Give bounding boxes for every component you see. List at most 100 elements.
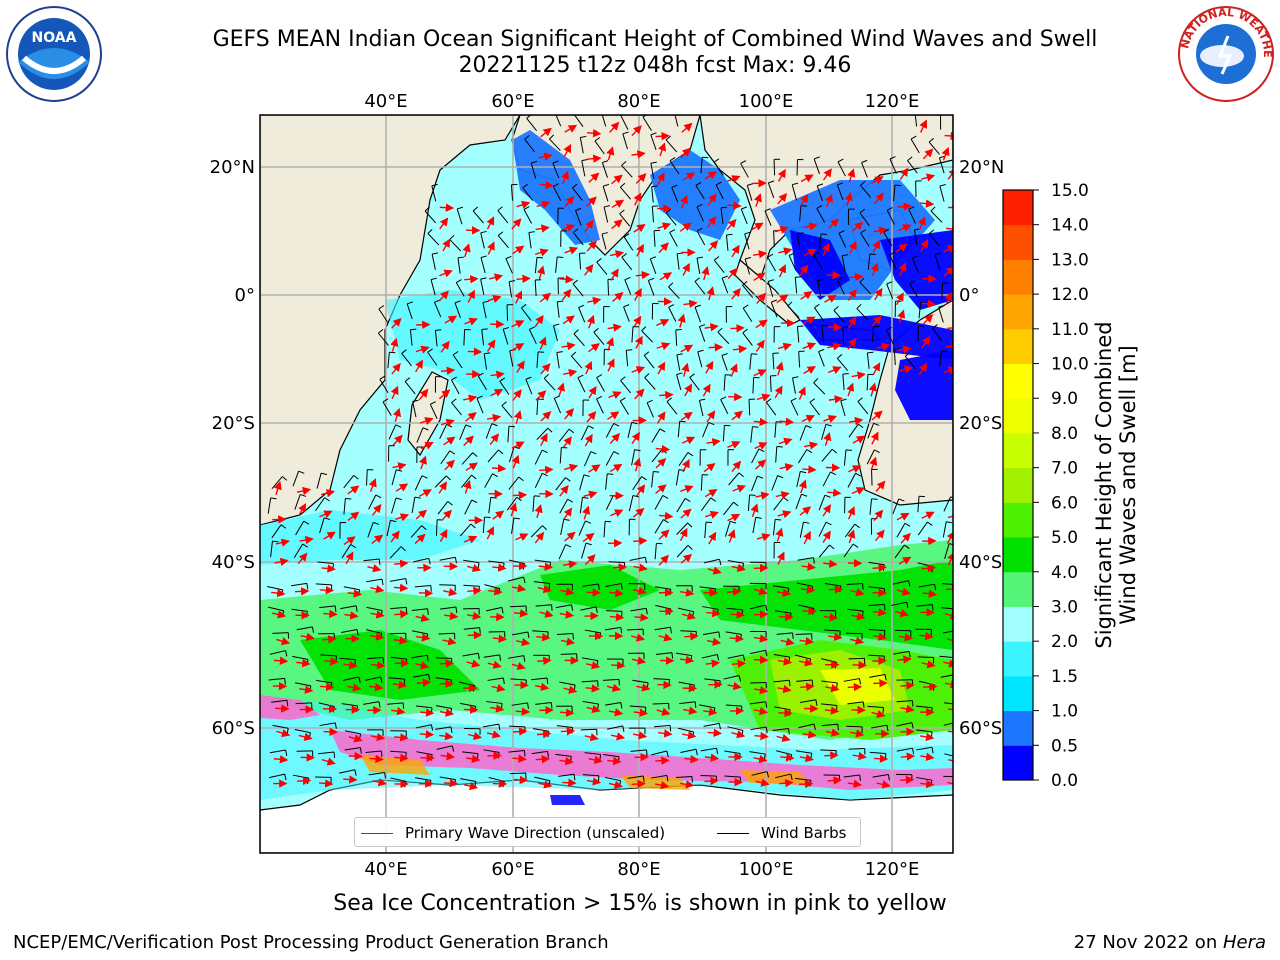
wind-barb bbox=[871, 724, 888, 729]
wave-arrow bbox=[898, 224, 912, 232]
wind-barb bbox=[889, 158, 897, 174]
wind-barb bbox=[848, 423, 859, 438]
wave-arrow bbox=[656, 707, 671, 716]
wave-arrow bbox=[708, 343, 724, 352]
wind-barb-flag bbox=[634, 449, 641, 452]
wave-arrow bbox=[754, 442, 768, 450]
wind-barb bbox=[508, 446, 515, 463]
colorbar-tick-label: 3.0 bbox=[1051, 597, 1078, 617]
wave-arrow bbox=[511, 441, 525, 450]
wind-barb-flag bbox=[833, 306, 839, 311]
wind-barb bbox=[910, 138, 920, 154]
wind-barb bbox=[824, 629, 841, 632]
wave-arrow bbox=[944, 680, 953, 689]
wave-arrow bbox=[920, 239, 929, 252]
wave-arrow bbox=[682, 458, 690, 473]
wind-barb bbox=[860, 185, 872, 198]
wind-barb bbox=[409, 329, 413, 346]
wind-barb-flag bbox=[671, 184, 678, 188]
wave-arrow bbox=[539, 432, 548, 447]
wave-arrow bbox=[847, 779, 863, 789]
wind-barb bbox=[665, 212, 677, 226]
wind-barb bbox=[843, 774, 860, 778]
wind-barb-flag bbox=[454, 300, 461, 304]
wind-barb bbox=[534, 449, 543, 465]
wave-arrow bbox=[825, 684, 840, 693]
wind-barb-flag bbox=[738, 675, 742, 682]
wave-arrow bbox=[487, 660, 502, 669]
wave-arrow bbox=[778, 264, 786, 278]
wave-arrow bbox=[658, 242, 669, 254]
wind-barb bbox=[581, 680, 598, 683]
wind-barb-flag bbox=[350, 543, 357, 549]
wave-arrow bbox=[440, 366, 456, 375]
wave-arrow bbox=[584, 360, 593, 375]
wind-barb-flag bbox=[803, 521, 810, 524]
wave-arrow bbox=[631, 779, 646, 789]
wind-barb bbox=[619, 186, 632, 200]
wave-arrow bbox=[492, 563, 507, 572]
wind-barb bbox=[893, 650, 910, 655]
wind-barb-flag bbox=[581, 158, 588, 162]
colorbar-segment bbox=[1003, 224, 1033, 260]
wind-barb bbox=[721, 277, 729, 294]
wind-barb-flag bbox=[509, 280, 516, 283]
wind-barb-flag bbox=[650, 132, 657, 136]
wave-arrow bbox=[750, 503, 759, 518]
wind-barb-flag bbox=[602, 160, 609, 164]
wind-barb-flag bbox=[765, 650, 768, 657]
wave-arrow bbox=[847, 288, 857, 301]
wind-barb-flag bbox=[521, 303, 527, 309]
wave-arrow bbox=[680, 508, 692, 519]
wind-barb bbox=[699, 704, 715, 709]
wave-arrow bbox=[562, 436, 572, 449]
legend-entry-wind: Wind Barbs bbox=[717, 824, 846, 842]
wind-barb-flag bbox=[577, 374, 584, 379]
wind-barb bbox=[896, 700, 913, 703]
wave-arrow bbox=[420, 708, 435, 717]
wind-barb bbox=[367, 522, 374, 538]
wave-arrow bbox=[492, 634, 507, 643]
wind-barb bbox=[916, 705, 933, 709]
wind-barb-flag bbox=[717, 327, 723, 333]
wave-arrow bbox=[587, 296, 602, 306]
wind-barb bbox=[836, 184, 844, 201]
wave-arrow bbox=[536, 265, 546, 280]
colorbar-segment bbox=[1003, 467, 1033, 503]
wave-arrow bbox=[655, 444, 671, 454]
colorbar-tick-label: 7.0 bbox=[1051, 459, 1078, 479]
wave-arrow bbox=[323, 531, 336, 540]
wave-arrow bbox=[588, 755, 603, 764]
wind-barb-flag bbox=[721, 352, 728, 356]
wave-arrow bbox=[395, 513, 410, 522]
wave-arrow bbox=[512, 754, 527, 763]
wind-barb bbox=[676, 498, 686, 513]
wave-arrow bbox=[419, 730, 435, 739]
wave-arrow bbox=[490, 388, 504, 397]
wind-barb-flag bbox=[378, 558, 381, 566]
wave-arrow bbox=[679, 780, 695, 789]
wind-barb bbox=[788, 255, 797, 271]
wave-arrow bbox=[588, 385, 597, 399]
wind-barb bbox=[795, 494, 802, 510]
wind-barb-flag bbox=[644, 557, 647, 564]
wind-barb-flag bbox=[836, 354, 843, 359]
wave-arrow bbox=[755, 459, 767, 470]
wind-barb-flag bbox=[620, 702, 623, 709]
wind-barb bbox=[722, 425, 725, 442]
wind-barb bbox=[713, 161, 724, 176]
wave-arrow bbox=[606, 358, 615, 372]
wave-arrow bbox=[900, 752, 916, 761]
wave-arrow bbox=[684, 632, 699, 641]
wind-barb bbox=[818, 521, 827, 537]
wind-barb bbox=[483, 353, 488, 370]
wind-barb bbox=[821, 723, 838, 727]
wind-barb bbox=[668, 286, 680, 299]
wind-barb-flag bbox=[904, 544, 910, 549]
wave-arrow bbox=[632, 507, 645, 518]
wind-barb-flag bbox=[472, 452, 478, 458]
wind-barb bbox=[842, 327, 845, 344]
wind-barb bbox=[579, 497, 583, 514]
wave-arrow bbox=[753, 754, 768, 764]
